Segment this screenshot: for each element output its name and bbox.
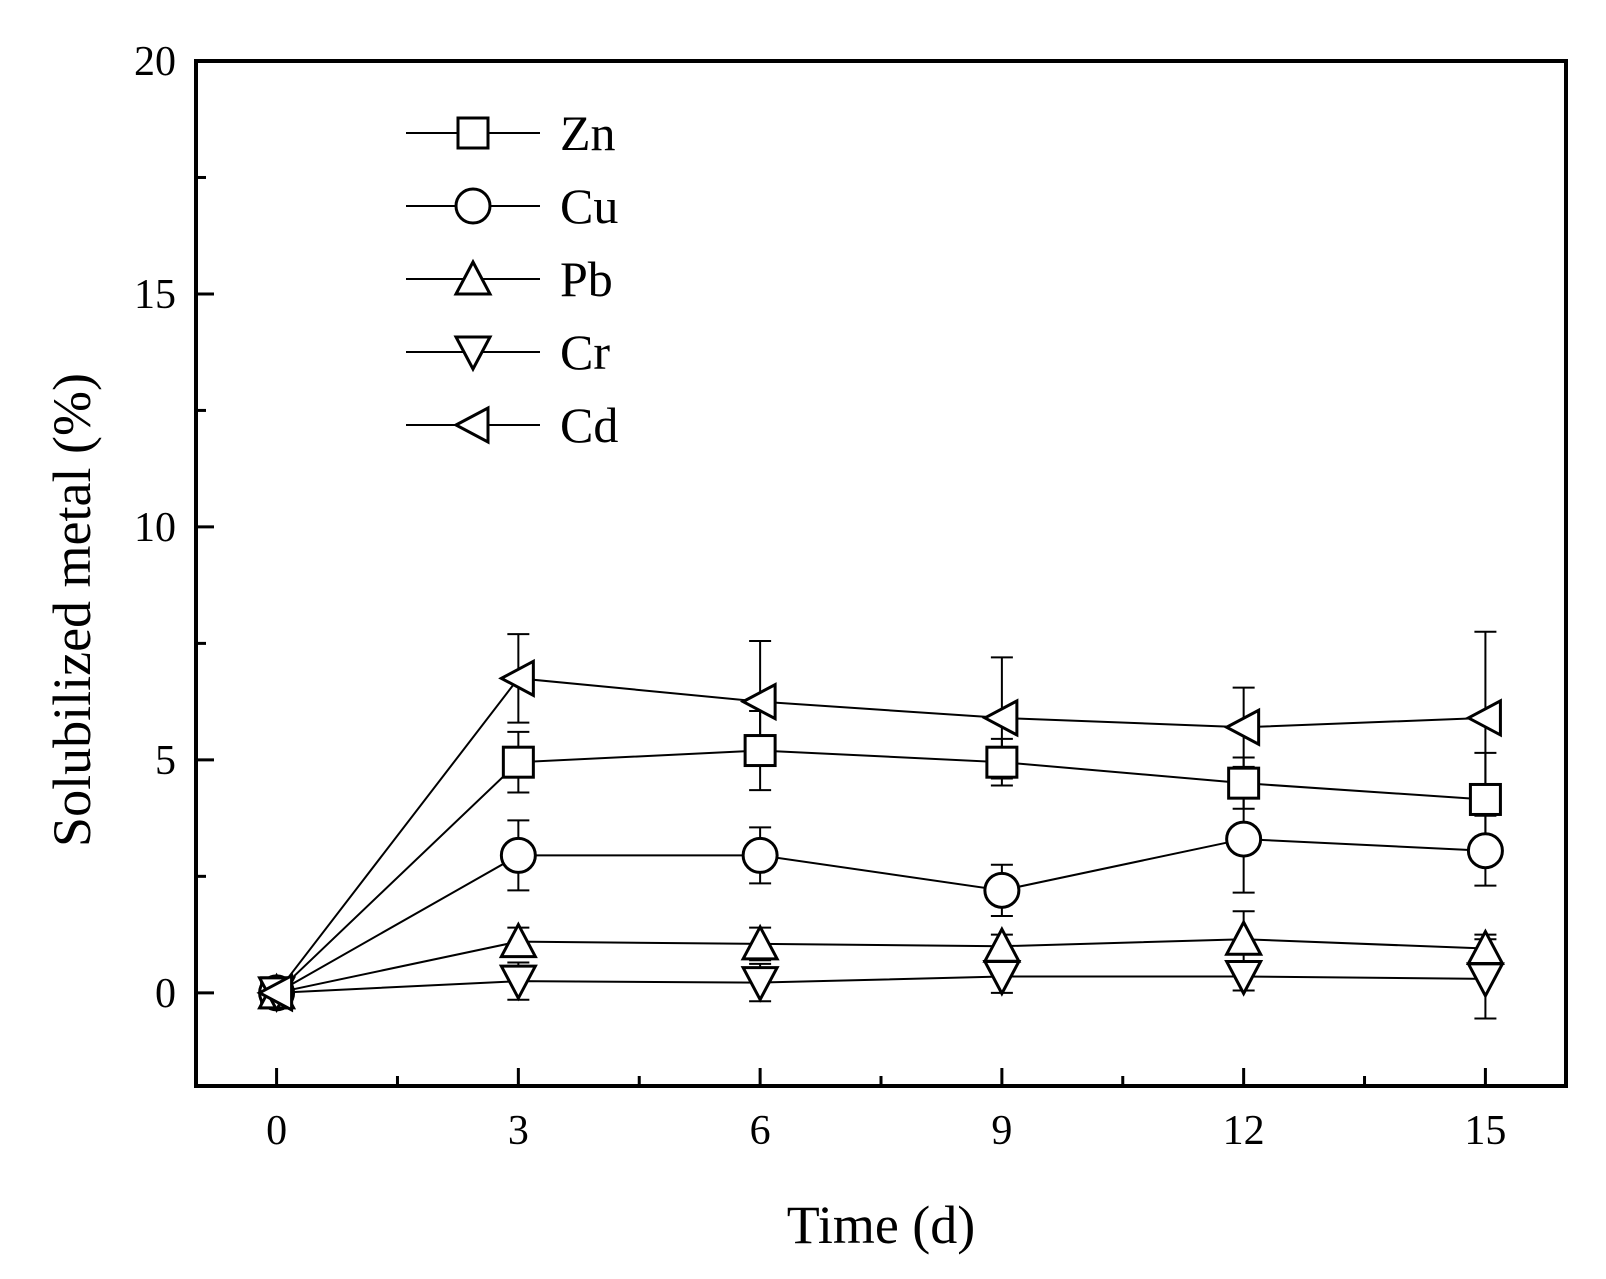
y-tick-label: 5 <box>155 738 176 784</box>
data-point-cr <box>1224 960 1264 997</box>
y-tick-label: 10 <box>134 505 176 551</box>
axis-tick-labels: 0 3 6 9 12 15 0 5 10 15 20 <box>134 39 1506 1154</box>
data-point-cd <box>1223 707 1261 747</box>
legend-label-zn: Zn <box>560 105 616 161</box>
data-point-pb <box>740 923 780 961</box>
x-tick-label: 0 <box>266 1108 287 1154</box>
y-tick-label: 20 <box>134 39 176 85</box>
data-point-cr <box>1465 962 1505 1000</box>
data-point-cu <box>1466 832 1504 870</box>
data-point-zn <box>743 734 777 768</box>
series-line-cd <box>275 677 1486 994</box>
y-tick-label: 0 <box>155 971 176 1017</box>
data-point-pb <box>498 921 538 959</box>
axis-ticks <box>196 59 1487 1086</box>
data-point-cu <box>983 871 1021 909</box>
data-point-zn <box>1227 766 1261 800</box>
series-line-cr <box>276 975 1486 994</box>
series-line-zn <box>275 749 1486 994</box>
legend-marker-cu <box>454 187 492 225</box>
series-lines <box>275 677 1486 994</box>
plot-frame <box>194 59 1568 1088</box>
y-axis-title: Solubilized metal (%) <box>42 373 102 847</box>
data-point-cd <box>256 973 294 1013</box>
legend-marker-cr <box>453 335 493 373</box>
data-point-zn <box>501 745 535 779</box>
legend: Zn Cu Pb Cr Cd <box>406 105 618 453</box>
data-point-cr <box>498 964 538 1002</box>
series-line-pb <box>276 938 1486 994</box>
y-tick-label: 15 <box>134 272 176 318</box>
x-tick-label: 9 <box>991 1108 1012 1154</box>
legend-label-cr: Cr <box>560 324 610 380</box>
legend-marker-zn <box>456 116 490 150</box>
data-point-cr <box>740 966 780 1003</box>
x-tick-label: 15 <box>1464 1108 1506 1154</box>
x-tick-label: 6 <box>750 1108 771 1154</box>
legend-label-pb: Pb <box>560 251 613 307</box>
data-point-cd <box>1465 698 1502 738</box>
data-point-cu <box>741 836 779 874</box>
data-point-cr <box>982 960 1022 997</box>
x-tick-label: 12 <box>1223 1108 1265 1154</box>
data-point-pb <box>1224 919 1264 956</box>
data-point-cd <box>498 658 535 698</box>
data-point-zn <box>985 745 1019 779</box>
data-point-cd <box>981 698 1019 738</box>
data-point-cu <box>1225 820 1263 858</box>
series-line-cu <box>276 838 1486 994</box>
data-point-cd <box>739 682 777 722</box>
x-tick-label: 3 <box>508 1108 529 1154</box>
legend-marker-pb <box>453 258 493 296</box>
data-point-zn <box>1468 782 1502 816</box>
legend-marker-cd <box>452 405 490 445</box>
legend-label-cu: Cu <box>560 178 618 234</box>
data-point-cu <box>499 836 537 874</box>
legend-label-cd: Cd <box>560 397 618 453</box>
markers <box>256 658 1505 1014</box>
x-axis-title: Time (d) <box>787 1195 976 1255</box>
